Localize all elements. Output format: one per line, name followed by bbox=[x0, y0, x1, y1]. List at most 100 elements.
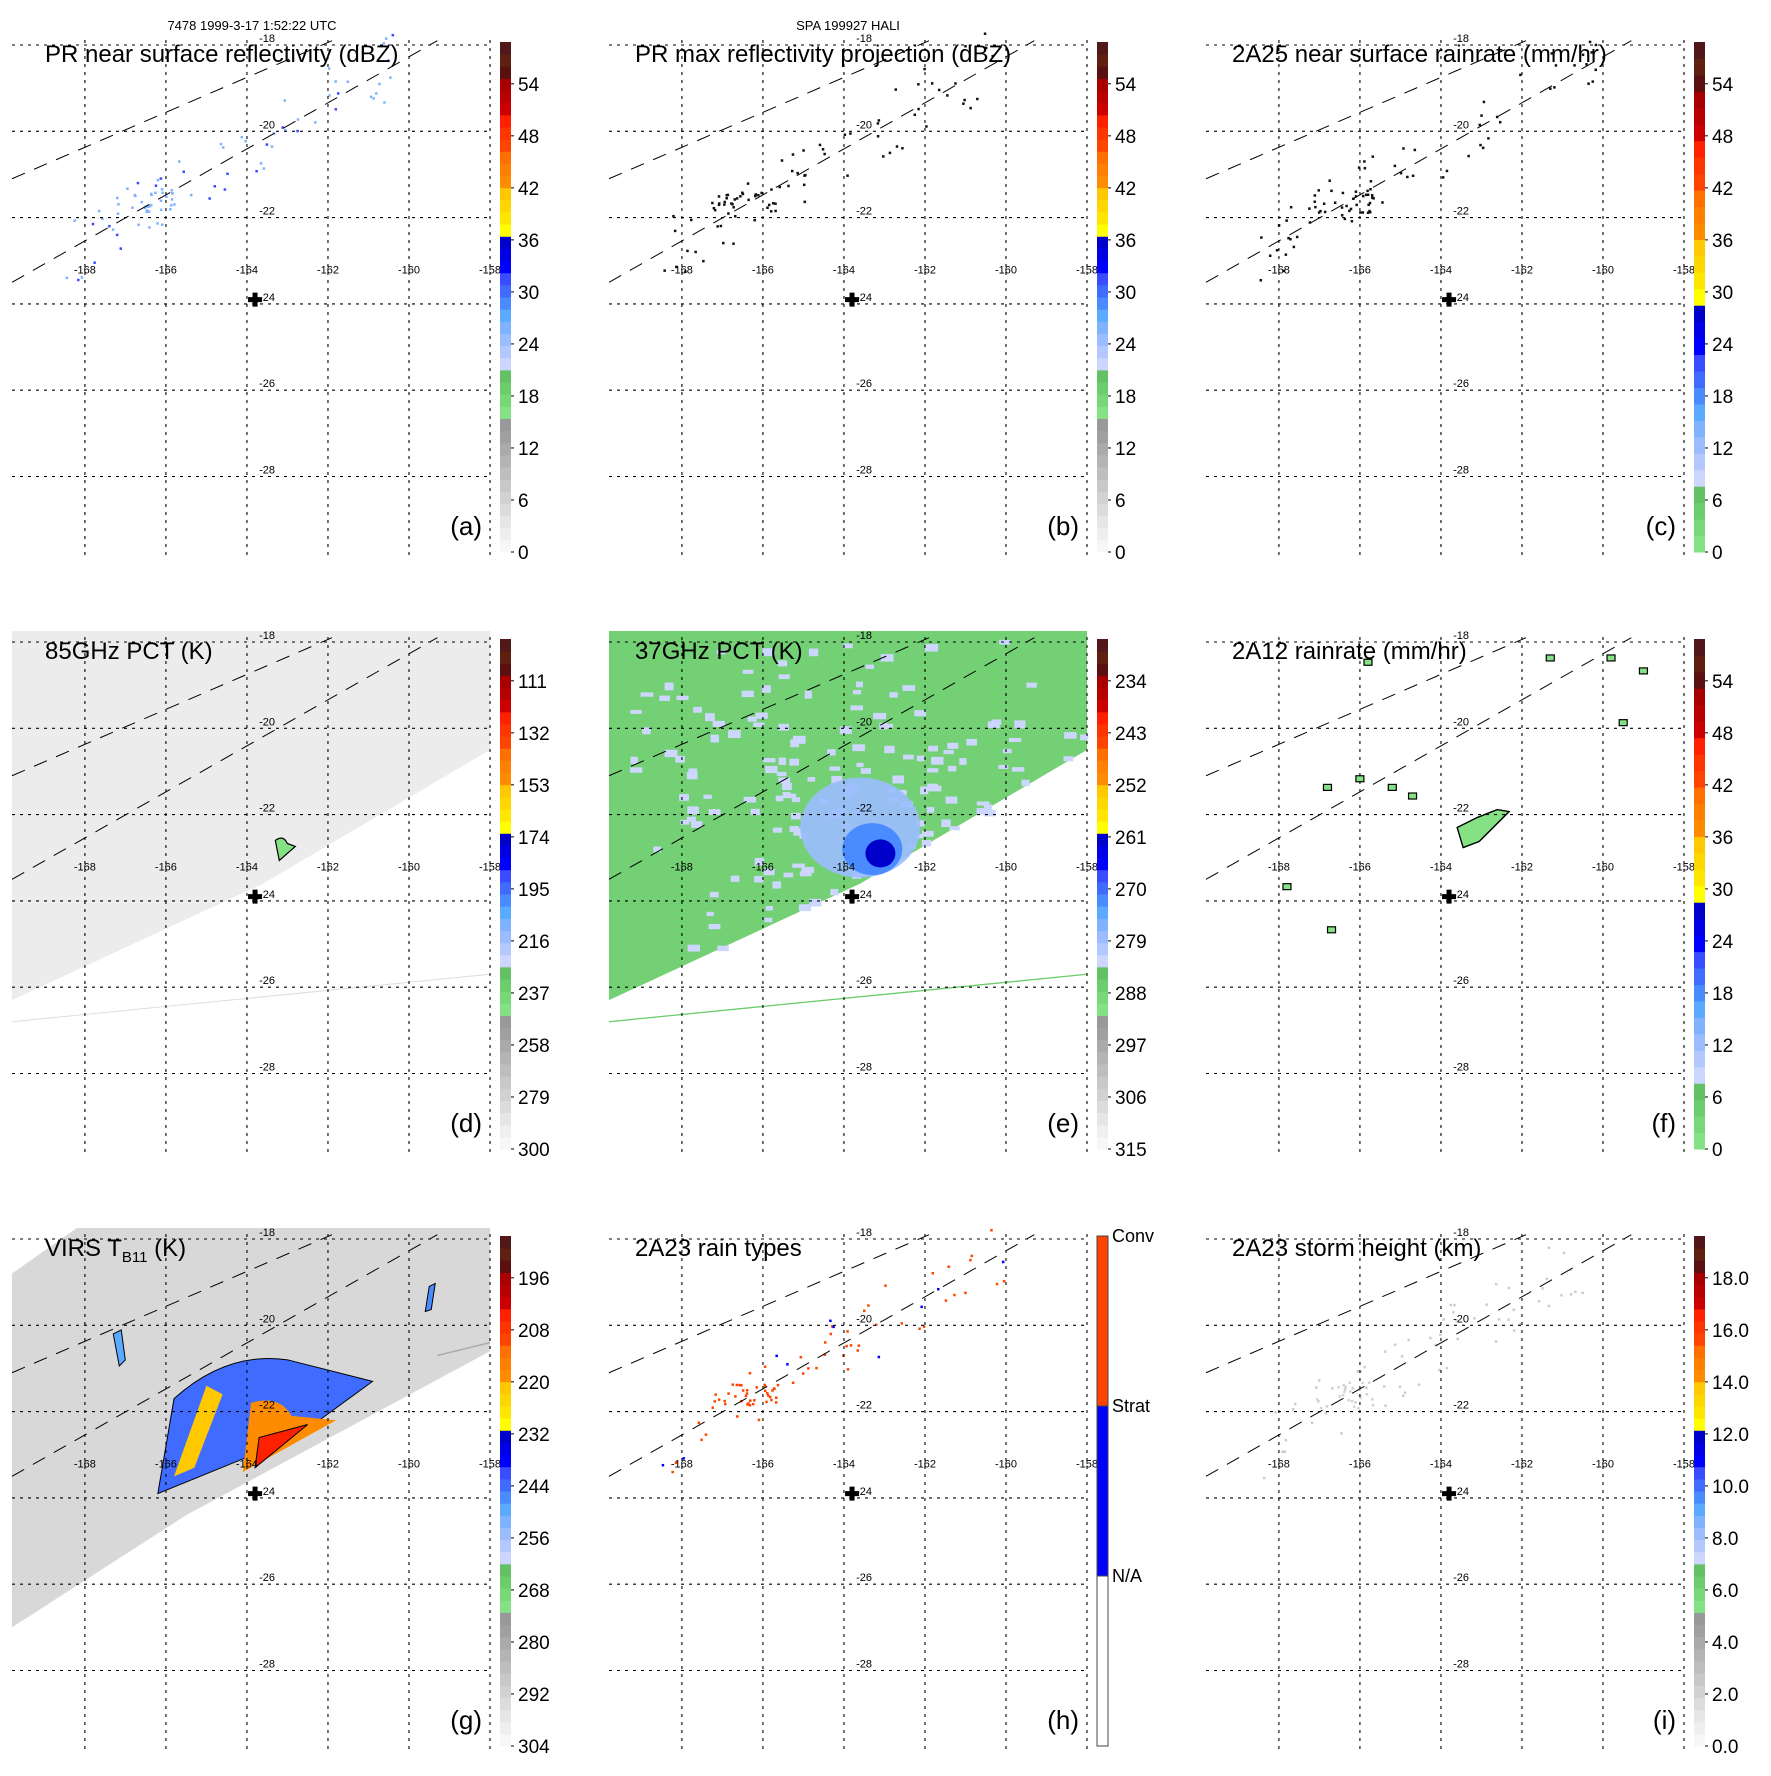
data-pixel bbox=[1363, 1365, 1367, 1369]
pixel bbox=[884, 723, 894, 729]
panel-c: -18 -20 -22 -24 -26 -28 -168 -166 -164 -162 -160 -1… bbox=[1205, 33, 1734, 564]
colorbar-segment bbox=[1097, 260, 1108, 274]
colorbar-segment bbox=[1097, 78, 1108, 92]
colorbar-segment bbox=[1097, 66, 1108, 79]
pixel bbox=[921, 830, 934, 837]
pixel bbox=[772, 827, 783, 833]
colorbar-tick-label: 220 bbox=[518, 1373, 550, 1394]
data-pixel bbox=[763, 1384, 767, 1388]
colorbar-segment bbox=[1097, 736, 1108, 749]
data-pixel bbox=[774, 209, 777, 213]
colorbar-segment bbox=[1097, 309, 1108, 322]
data-pixel bbox=[804, 173, 807, 177]
data-pixel bbox=[1371, 196, 1374, 199]
lat-tick-label: -26 bbox=[259, 1572, 275, 1584]
lat-tick-label: -20 bbox=[259, 119, 275, 131]
data-pixel bbox=[1359, 211, 1362, 214]
colorbar-segment bbox=[1097, 942, 1108, 956]
colorbar-segment bbox=[1097, 699, 1108, 713]
colorbar-segment bbox=[1097, 1100, 1108, 1114]
data-pixel bbox=[1354, 195, 1358, 198]
data-pixel bbox=[1479, 143, 1482, 147]
data-pixel bbox=[719, 224, 723, 228]
colorbar-segment bbox=[500, 1321, 511, 1334]
data-pixel bbox=[725, 196, 728, 200]
data-pixel bbox=[334, 80, 337, 83]
data-pixel bbox=[954, 82, 957, 85]
data-pixel bbox=[802, 183, 806, 187]
data-pixel bbox=[877, 119, 881, 122]
lon-tick-label: -164 bbox=[1430, 265, 1452, 277]
pixel bbox=[798, 904, 812, 912]
colorbar-tick-label: 6.0 bbox=[1712, 1581, 1738, 1602]
colorbar-segment bbox=[500, 772, 511, 786]
colorbar-segment bbox=[1694, 1648, 1705, 1662]
lat-tick-label: -28 bbox=[1453, 1062, 1469, 1074]
colorbar: 54 48 42 36 30 24 18 12 6 0 bbox=[1694, 639, 1734, 1161]
pixel bbox=[999, 639, 1011, 645]
data-pixel bbox=[1507, 1286, 1511, 1290]
swath-boundary bbox=[1205, 40, 1632, 283]
colorbar-segment bbox=[1694, 1673, 1705, 1686]
data-pixel bbox=[1365, 1392, 1369, 1396]
colorbar-segment bbox=[1694, 239, 1705, 257]
data-pixel bbox=[1371, 1398, 1374, 1401]
data-pixel bbox=[1560, 1294, 1563, 1297]
colorbar-segment bbox=[1694, 1612, 1705, 1626]
colorbar-segment bbox=[1694, 1539, 1705, 1553]
colorbar-segment bbox=[1097, 284, 1108, 298]
data-pixel bbox=[1347, 1399, 1351, 1402]
colorbar-segment bbox=[1097, 1112, 1108, 1126]
colorbar-tick-label: 42 bbox=[1712, 776, 1733, 797]
lat-tick-label: -28 bbox=[856, 1062, 872, 1074]
data-pixel bbox=[778, 185, 781, 189]
data-pixel bbox=[744, 1394, 748, 1398]
pixel bbox=[792, 735, 806, 744]
panel-i: -18 -20 -22 -24 -26 -28 -168 -166 -164 -162 -160 -1… bbox=[1205, 1227, 1749, 1758]
colorbar-segment bbox=[1096, 1405, 1109, 1577]
colorbar-tick-label: 261 bbox=[1115, 828, 1147, 849]
data-pixel bbox=[97, 209, 101, 213]
data-pixel bbox=[876, 135, 880, 138]
pixel bbox=[762, 685, 771, 693]
data-pixel bbox=[771, 202, 775, 205]
colorbar-segment bbox=[1694, 1527, 1705, 1541]
pixel bbox=[679, 793, 689, 801]
center-plus-icon bbox=[1442, 889, 1457, 904]
pixel bbox=[892, 775, 904, 784]
colorbar-segment bbox=[500, 1124, 511, 1138]
data-pixel bbox=[1317, 1379, 1321, 1382]
colorbar-segment bbox=[1694, 1491, 1705, 1504]
colorbar-segment bbox=[500, 1027, 511, 1041]
pixel bbox=[860, 768, 871, 774]
colorbar-tick-label: 24 bbox=[1115, 335, 1137, 356]
colorbar-segment bbox=[1097, 784, 1108, 798]
data-pixel bbox=[1337, 1385, 1340, 1389]
colorbar-segment bbox=[1097, 930, 1108, 944]
lon-tick-label: -158 bbox=[1076, 862, 1098, 874]
lat-tick-label: -18 bbox=[856, 1227, 872, 1239]
data-pixel bbox=[1455, 1318, 1458, 1322]
colorbar-tick-label: 279 bbox=[1115, 932, 1147, 953]
data-pixel bbox=[953, 1293, 956, 1297]
colorbar-tick-label: 18 bbox=[1712, 387, 1733, 408]
colorbar-segment bbox=[500, 1576, 511, 1589]
data-pixel bbox=[702, 259, 705, 263]
center-plus-icon bbox=[248, 889, 263, 904]
pixel bbox=[747, 716, 757, 722]
colorbar-segment bbox=[1694, 354, 1705, 372]
lon-tick-label: -168 bbox=[74, 1459, 96, 1471]
data-pixel bbox=[754, 193, 758, 196]
data-pixel bbox=[807, 1367, 810, 1370]
swath-edge-line bbox=[437, 1341, 491, 1357]
lat-tick-label: -18 bbox=[856, 630, 872, 642]
data-pixel bbox=[1369, 188, 1372, 191]
pixel bbox=[855, 681, 863, 688]
swath-boundary bbox=[1205, 1234, 1632, 1477]
data-pixel bbox=[1364, 193, 1368, 197]
colorbar-tick-label: 10.0 bbox=[1712, 1477, 1749, 1498]
colorbar-segment bbox=[500, 66, 511, 79]
data-pixel bbox=[150, 192, 153, 196]
data-pixel bbox=[1313, 194, 1317, 197]
data-pixel bbox=[1494, 1282, 1498, 1286]
